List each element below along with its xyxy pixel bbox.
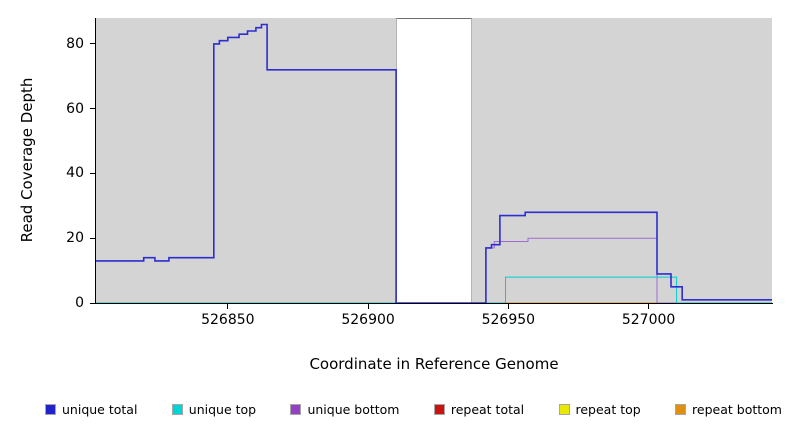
legend: unique total unique top unique bottom repea… (45, 398, 782, 420)
y-tick-mark (90, 237, 95, 239)
x-axis-label: Coordinate in Reference Genome (309, 355, 559, 373)
series-unique-bottom (96, 237, 772, 304)
legend-swatch (433, 403, 445, 415)
legend-item: unique total (45, 401, 138, 417)
legend-label: unique top (188, 401, 257, 417)
x-tick-mark (367, 304, 369, 309)
y-axis-line (95, 18, 96, 304)
legend-item: repeat top (558, 401, 641, 417)
legend-swatch (675, 403, 687, 415)
x-tick-label: 526900 (341, 312, 395, 328)
legend-label: repeat total (450, 401, 525, 417)
legend-swatch (171, 403, 183, 415)
legend-label: unique bottom (307, 401, 400, 417)
legend-label: unique total (62, 401, 138, 417)
plot-area (96, 18, 772, 304)
x-axis-line (95, 303, 773, 304)
y-tick-label: 60 (66, 100, 84, 117)
x-tick-mark (227, 304, 229, 309)
legend-item: repeat bottom (675, 401, 782, 417)
y-tick-mark (90, 302, 95, 304)
legend-swatch (290, 403, 302, 415)
gap-region (396, 18, 472, 303)
y-tick-label: 20 (66, 230, 84, 247)
legend-label: repeat top (575, 401, 641, 417)
x-tick-label: 526950 (481, 312, 536, 328)
x-tick-label: 526850 (201, 312, 255, 328)
legend-swatch (558, 403, 570, 415)
x-tick-mark (507, 304, 509, 309)
x-tick-label: 527000 (621, 312, 676, 328)
y-tick-label: 0 (75, 295, 84, 311)
legend-label: repeat bottom (692, 401, 782, 417)
y-tick-label: 80 (66, 35, 84, 52)
legend-item: unique bottom (290, 401, 400, 417)
series-unique-total (96, 23, 772, 304)
y-tick-label: 40 (66, 165, 84, 182)
y-tick-mark (90, 172, 95, 174)
legend-swatch (45, 403, 56, 415)
y-tick-mark (90, 108, 95, 110)
coverage-lines-svg (96, 23, 772, 304)
legend-item: repeat total (433, 401, 525, 417)
x-tick-mark (648, 304, 650, 309)
legend-item: unique top (171, 401, 257, 417)
y-tick-mark (90, 43, 95, 45)
